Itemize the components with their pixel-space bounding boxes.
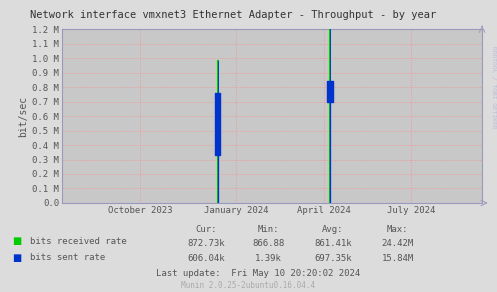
Y-axis label: bit/sec: bit/sec [18,95,28,137]
Text: 15.84M: 15.84M [382,254,414,263]
Text: 872.73k: 872.73k [187,239,225,248]
Text: 1.39k: 1.39k [255,254,282,263]
Text: ■: ■ [12,253,22,263]
Text: 861.41k: 861.41k [314,239,352,248]
Text: Last update:  Fri May 10 20:20:02 2024: Last update: Fri May 10 20:20:02 2024 [157,269,360,277]
Text: 866.88: 866.88 [252,239,284,248]
Text: 24.42M: 24.42M [382,239,414,248]
Text: 606.04k: 606.04k [187,254,225,263]
Text: RRDTOOL / TOBI OETIKER: RRDTOOL / TOBI OETIKER [491,46,496,129]
Text: 697.35k: 697.35k [314,254,352,263]
Text: ■: ■ [12,237,22,246]
Text: Max:: Max: [387,225,409,234]
Text: bits sent rate: bits sent rate [30,253,105,262]
Text: Cur:: Cur: [195,225,217,234]
Text: Avg:: Avg: [322,225,344,234]
Text: Min:: Min: [257,225,279,234]
Text: bits received rate: bits received rate [30,237,127,246]
Text: Munin 2.0.25-2ubuntu0.16.04.4: Munin 2.0.25-2ubuntu0.16.04.4 [181,281,316,290]
Text: Network interface vmxnet3 Ethernet Adapter - Throughput - by year: Network interface vmxnet3 Ethernet Adapt… [30,10,437,20]
